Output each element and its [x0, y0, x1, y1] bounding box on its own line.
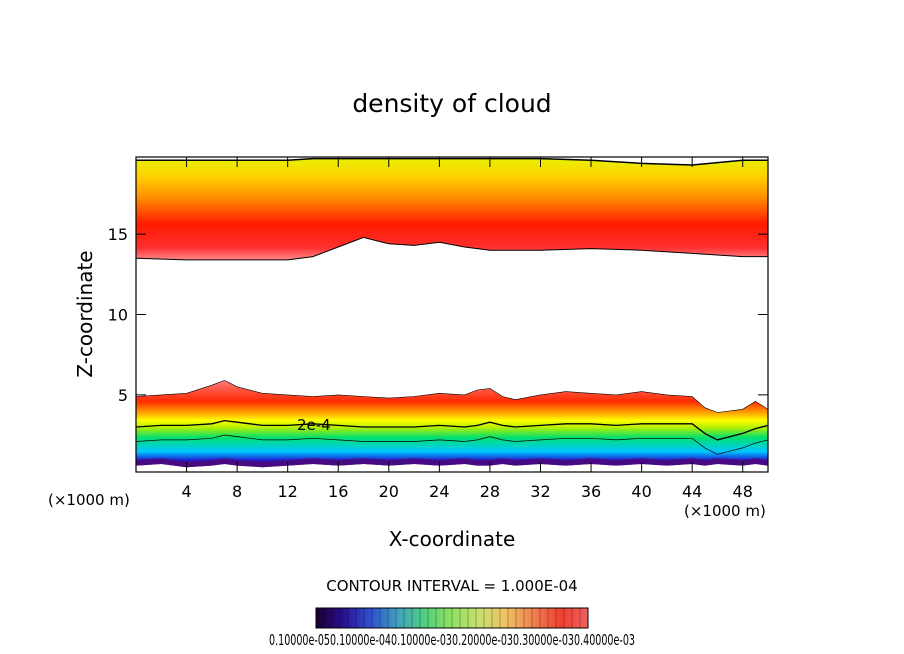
y-axis-ticks: 5 10 15 — [108, 225, 768, 405]
colorbar-labels: 0.10000e-050.10000e-040.10000e-030.20000… — [269, 631, 635, 649]
x-unit-left: (×1000 m) — [48, 491, 130, 509]
x-tick-label: 48 — [733, 482, 753, 501]
x-axis-ticks: 4 8 12 16 20 24 28 32 36 40 44 48 — [181, 157, 753, 501]
lower-cloud-layer — [136, 380, 768, 468]
colorbar — [315, 607, 589, 629]
lower-layer-contour-inner — [136, 434, 768, 455]
x-tick-label: 12 — [278, 482, 298, 501]
contour-interval-label: CONTOUR INTERVAL = 1.000E-04 — [326, 577, 577, 595]
x-tick-label: 8 — [232, 482, 242, 501]
y-tick-label: 15 — [108, 225, 128, 244]
lower-top-contour — [136, 380, 768, 413]
y-tick-label: 10 — [108, 306, 128, 325]
colorbar-stripes — [323, 608, 581, 628]
x-tick-label: 28 — [480, 482, 500, 501]
plot-area — [136, 157, 768, 468]
upper-layer-contour — [136, 236, 768, 261]
y-axis-label: Z-coordinate — [73, 250, 97, 377]
lower-layer-contour-2e4 — [136, 419, 768, 441]
x-tick-label: 24 — [429, 482, 449, 501]
x-tick-label: 20 — [379, 482, 399, 501]
x-tick-label: 16 — [328, 482, 348, 501]
chart-title: density of cloud — [352, 89, 551, 118]
x-axis-label: X-coordinate — [389, 527, 516, 551]
x-tick-label: 44 — [682, 482, 702, 501]
upper-top-contour — [136, 157, 768, 166]
x-tick-label: 32 — [530, 482, 550, 501]
y-tick-label: 5 — [118, 386, 128, 405]
x-tick-label: 40 — [631, 482, 651, 501]
x-tick-label: 4 — [181, 482, 191, 501]
contour-label: 2e-4 — [297, 416, 331, 434]
x-tick-label: 36 — [581, 482, 601, 501]
lower-layer-base — [136, 458, 768, 468]
x-unit-right: (×1000 m) — [684, 502, 766, 520]
upper-cloud-layer — [136, 158, 768, 260]
